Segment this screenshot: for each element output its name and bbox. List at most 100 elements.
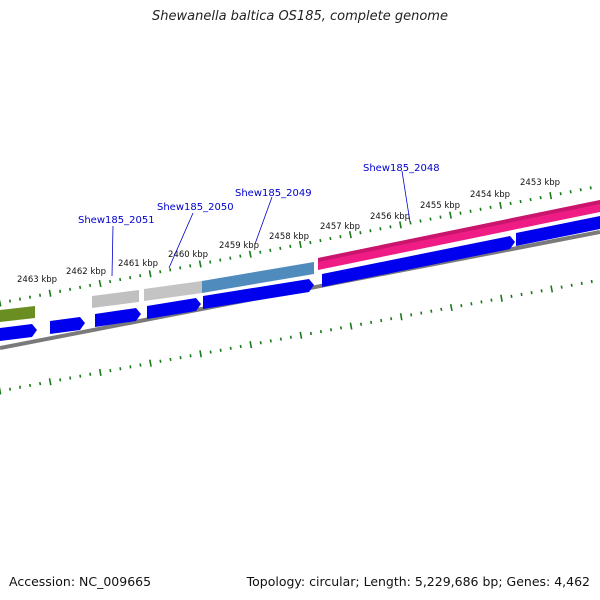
ring-tick xyxy=(460,304,463,308)
ring-tick xyxy=(109,368,112,373)
ring-tick xyxy=(589,186,592,190)
ring-tick xyxy=(219,348,222,352)
ring-tick xyxy=(248,250,252,258)
ring-tick xyxy=(139,363,142,367)
ring-tick xyxy=(79,374,82,378)
ring-tick xyxy=(159,270,162,274)
ring-tick xyxy=(389,225,392,229)
ring-tick xyxy=(489,205,492,209)
ring-tick xyxy=(540,289,543,293)
cds-arrow xyxy=(322,236,515,287)
ring-tick xyxy=(440,307,443,311)
ring-tick xyxy=(509,201,512,206)
ring-tick xyxy=(439,215,442,219)
ring-tick xyxy=(490,298,493,302)
ring-tick xyxy=(590,279,593,284)
ring-tick xyxy=(379,227,382,231)
gene-segment-grey-2050 xyxy=(144,281,202,301)
ring-tick xyxy=(319,238,322,243)
accession-text: Accession: NC_009665 xyxy=(9,574,152,589)
ring-tick xyxy=(499,201,502,209)
ring-tick xyxy=(530,291,533,295)
leader-line xyxy=(111,225,114,277)
ring-tick xyxy=(129,365,132,369)
ring-tick xyxy=(399,313,403,321)
ring-tick xyxy=(470,302,473,306)
ring-tick xyxy=(198,260,202,268)
ring-tick xyxy=(149,359,152,367)
ring-tick xyxy=(359,231,362,235)
ring-tick xyxy=(69,287,72,291)
ring-tick xyxy=(298,240,302,249)
ring-tick xyxy=(169,268,172,272)
cds-arrow xyxy=(203,279,314,309)
ring-tick xyxy=(399,221,402,229)
ring-tick xyxy=(189,354,192,358)
ring-tick xyxy=(299,331,303,339)
ring-tick xyxy=(219,258,222,262)
ring-tick xyxy=(520,292,523,297)
ring-tick xyxy=(8,299,12,303)
kbp-label: 2460 kbp xyxy=(168,250,208,260)
kbp-label: 2462 kbp xyxy=(66,267,106,277)
ring-tick xyxy=(570,283,573,287)
kbp-label: 2458 kbp xyxy=(269,232,309,242)
ring-tick xyxy=(199,350,202,358)
ring-tick xyxy=(279,337,282,341)
ring-tick xyxy=(269,339,272,343)
outer-tick-ring xyxy=(0,186,592,307)
ring-tick xyxy=(0,299,2,307)
ring-tick xyxy=(98,279,102,288)
ring-tick xyxy=(339,326,343,330)
gene-label-2051: Shew185_2051 xyxy=(78,215,155,226)
ring-tick xyxy=(279,246,282,250)
ring-tick xyxy=(48,289,52,297)
ring-tick xyxy=(449,303,453,312)
ring-tick xyxy=(119,277,122,282)
cds-arrow xyxy=(147,298,201,319)
cds-arrow xyxy=(0,324,37,341)
gene-segment-grey-2051 xyxy=(92,290,139,308)
gene-segment-steelblue-2049 xyxy=(202,262,314,293)
ring-tick xyxy=(519,199,522,204)
ring-tick xyxy=(329,328,333,332)
ring-tick xyxy=(259,250,262,254)
ring-tick xyxy=(469,209,472,213)
ring-tick xyxy=(179,355,182,360)
ring-tick xyxy=(419,219,422,223)
ring-tick xyxy=(209,350,212,354)
ring-tick xyxy=(349,322,353,330)
ring-tick xyxy=(539,195,542,200)
ring-tick xyxy=(239,254,242,258)
ring-tick xyxy=(510,294,513,298)
ring-tick xyxy=(179,266,182,270)
ring-tick xyxy=(430,309,433,313)
ring-tick xyxy=(39,381,42,386)
cds-arrow xyxy=(516,216,600,246)
ring-tick xyxy=(348,231,352,239)
ring-tick xyxy=(28,295,32,299)
gene-track xyxy=(0,200,600,322)
ring-tick xyxy=(9,387,12,391)
kbp-label: 2453 kbp xyxy=(520,178,560,188)
leader-line xyxy=(401,170,411,223)
ring-tick xyxy=(148,270,152,278)
cds-track xyxy=(0,216,600,341)
kbp-label: 2455 kbp xyxy=(420,201,460,211)
ring-tick xyxy=(319,329,322,334)
ring-tick xyxy=(339,235,342,239)
ring-tick xyxy=(309,240,312,245)
ring-tick xyxy=(119,367,122,371)
ring-tick xyxy=(19,385,22,389)
ring-tick xyxy=(29,383,32,388)
gene-labels: Shew185_2051 Shew185_2050 Shew185_2049 S… xyxy=(78,163,440,277)
ring-tick xyxy=(249,341,253,349)
ring-tick xyxy=(139,274,142,278)
ring-tick xyxy=(449,211,452,219)
ring-tick xyxy=(129,275,132,280)
gene-shade xyxy=(318,200,600,262)
kbp-label: 2457 kbp xyxy=(320,222,360,232)
ring-tick xyxy=(209,260,212,264)
ring-tick xyxy=(569,190,572,194)
